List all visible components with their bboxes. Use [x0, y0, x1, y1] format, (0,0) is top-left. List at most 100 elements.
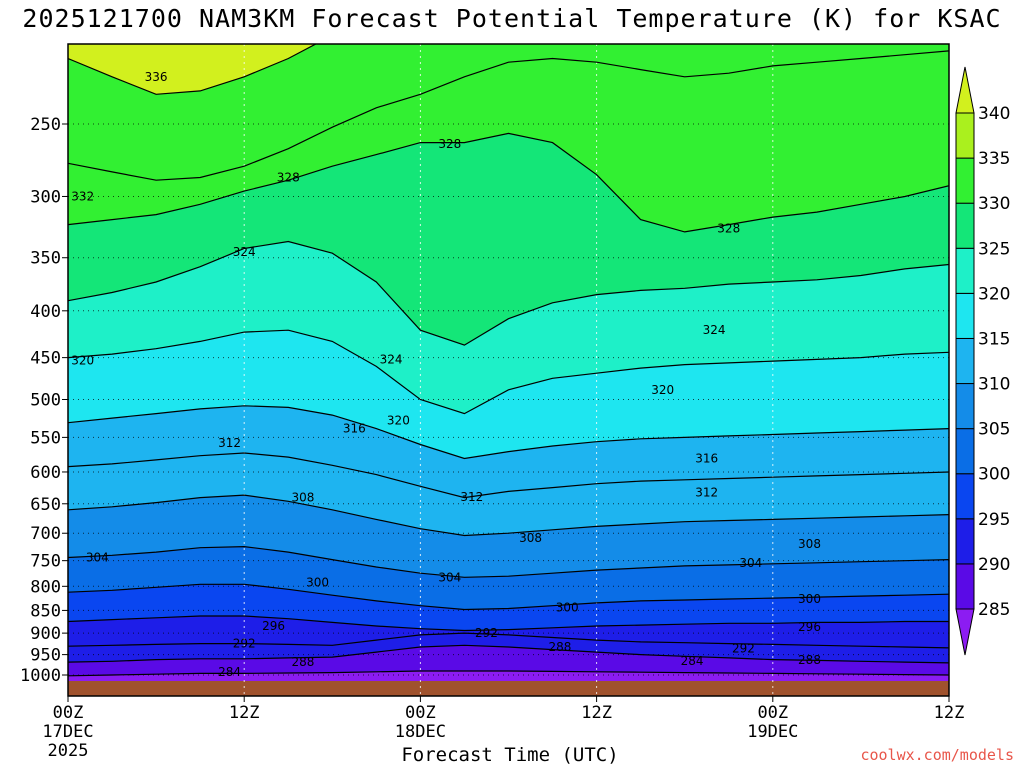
x-tick-label: 00Z	[53, 703, 84, 723]
contour-label: 292	[233, 637, 256, 651]
y-tick-label: 500	[30, 391, 61, 411]
contour-label: 284	[218, 665, 241, 679]
contour-label: 316	[695, 451, 718, 465]
x-tick-label: 19DEC	[747, 722, 798, 742]
y-tick-label: 700	[30, 524, 61, 544]
y-tick-label: 750	[30, 552, 61, 572]
contour-label-layer: 336 332 328 328 328 324 324 324 320 320 320 316 316 3…	[71, 70, 821, 679]
contour-line-288	[68, 644, 949, 664]
ground-surface	[68, 681, 949, 696]
colorbar-bin	[955, 473, 975, 520]
contour-line-324	[68, 240, 949, 346]
contour-label: 320	[71, 353, 94, 367]
y-tick-label: 650	[30, 495, 61, 515]
colorbar-label: 315	[978, 329, 1010, 349]
colorbar-label: 320	[978, 284, 1010, 304]
contour-label: 312	[460, 490, 483, 504]
x-tick-label: 12Z	[934, 703, 965, 723]
contour-label: 328	[277, 170, 300, 184]
colorbar-bin	[955, 247, 975, 294]
contour-line-312	[68, 452, 949, 499]
contour-line-292	[68, 632, 949, 649]
colorbar-bin	[955, 292, 975, 339]
colorbar-max-arrow	[955, 66, 975, 114]
x-tick-label: 18DEC	[395, 722, 446, 742]
colorbar-label: 340	[978, 104, 1010, 124]
contour-line-332	[68, 50, 949, 181]
contour-line-296	[68, 615, 949, 632]
y-tick-label: 400	[30, 302, 61, 322]
y-tick-label: 550	[30, 428, 61, 448]
plot-frame	[67, 43, 950, 697]
colorbar-label: 335	[978, 149, 1010, 169]
y-tick-label: 850	[30, 601, 61, 621]
colorbar-label: 330	[978, 194, 1010, 214]
contour-label: 292	[732, 642, 755, 656]
contour-label: 296	[262, 619, 285, 633]
contour-label: 296	[798, 620, 821, 634]
y-tick-label: 600	[30, 463, 61, 483]
contour-label: 324	[380, 352, 403, 366]
contour-label: 304	[438, 570, 461, 584]
contour-label: 324	[233, 245, 256, 259]
surface-layer	[68, 681, 949, 696]
contour-label: 336	[145, 70, 168, 84]
colorbar-bin	[955, 518, 975, 565]
colorbar-bin	[955, 428, 975, 475]
colorbar-bin	[955, 112, 975, 159]
colorbar-bin	[955, 383, 975, 430]
colorbar-label: 325	[978, 239, 1010, 259]
contour-line-316	[68, 405, 949, 460]
contour-label: 308	[798, 537, 821, 551]
contour-label: 288	[291, 655, 314, 669]
contour-line-304	[68, 545, 949, 578]
chart-title: 2025121700 NAM3KM Forecast Potential Tem…	[22, 4, 1002, 33]
contour-label: 308	[291, 491, 314, 505]
contour-label: 284	[681, 654, 704, 668]
y-tick-label: 800	[30, 577, 61, 597]
colorbar-min-arrow	[955, 608, 975, 656]
y-tick-label: 450	[30, 349, 61, 369]
contour-label: 288	[798, 653, 821, 667]
contour-line-300	[68, 583, 949, 611]
colorbar-label: 295	[978, 510, 1010, 530]
colorbar-label: 300	[978, 465, 1010, 485]
x-tick-label: 17DEC	[42, 722, 93, 742]
contour-label: 324	[703, 323, 726, 337]
x-tick-label: 12Z	[581, 703, 612, 723]
y-axis: 250 300 350 400 450 500 550 600 650 700 750 800 850 9…	[20, 115, 68, 686]
contour-line-layer	[68, 44, 949, 677]
contour-line-320	[68, 329, 949, 415]
colorbar-bin	[955, 563, 975, 610]
contour-label: 300	[556, 601, 579, 615]
colorbar-label: 310	[978, 375, 1010, 395]
y-tick-label: 350	[30, 249, 61, 269]
contour-label: 288	[548, 640, 571, 654]
colorbar-label: 305	[978, 420, 1010, 440]
contour-label: 328	[438, 137, 461, 151]
contour-label: 320	[387, 413, 410, 427]
credit-link[interactable]: coolwx.com/models	[860, 746, 1014, 764]
x-tick-label: 00Z	[405, 703, 436, 723]
contour-label: 332	[71, 189, 94, 203]
contour-fill-layer	[68, 44, 949, 696]
contour-line-328	[68, 132, 949, 233]
y-tick-label: 900	[30, 624, 61, 644]
x-tick-label: 2025	[48, 741, 89, 761]
x-axis-label: Forecast Time (UTC)	[401, 744, 619, 766]
contour-label: 300	[306, 575, 329, 589]
colorbar-bin	[955, 157, 975, 204]
colorbar: 285 290 295 300 305 310 315 320 325 330 335 340	[955, 66, 1010, 656]
contour-label: 292	[475, 626, 498, 640]
y-tick-label: 250	[30, 115, 61, 135]
contour-label: 304	[86, 550, 109, 564]
y-tick-label: 950	[30, 646, 61, 666]
colorbar-label: 285	[978, 600, 1010, 620]
contour-label: 312	[695, 486, 718, 500]
contour-line-308	[68, 494, 949, 537]
contour-label: 328	[717, 221, 740, 235]
x-tick-label: 00Z	[757, 703, 788, 723]
contour-label: 308	[519, 531, 542, 545]
